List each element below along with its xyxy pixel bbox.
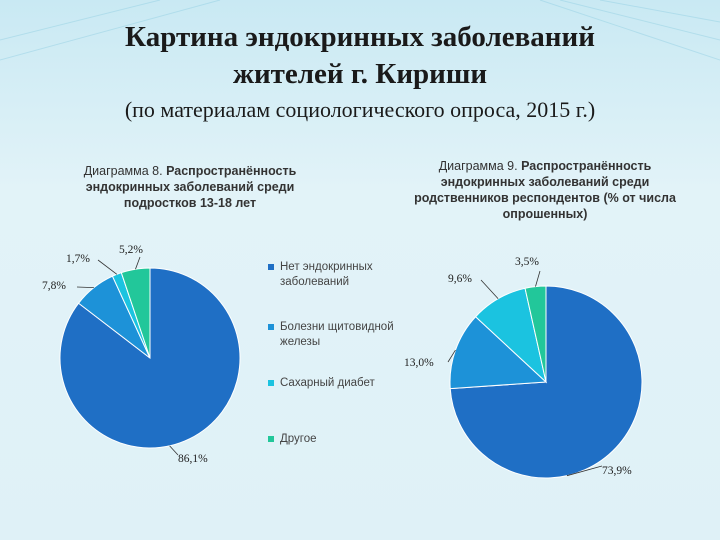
- pie9-leader-other: [535, 270, 541, 287]
- pie8-label-thyroid: 7,8%: [42, 280, 66, 292]
- legend-swatch-diabetes: [268, 380, 274, 386]
- slide-title-line1: Картина эндокринных заболеваний: [125, 21, 595, 53]
- pie8-label-none: 86,1%: [178, 453, 208, 465]
- chart8-caption: Диаграмма 8. Распространённость эндокрин…: [55, 163, 325, 211]
- chart9-caption-text: Распространённость эндокринных заболеван…: [414, 159, 676, 221]
- legend-swatch-thyroid: [268, 324, 274, 330]
- pie-chart-8: 86,1% 7,8% 1,7% 5,2%: [42, 244, 241, 465]
- pie9-slice-other: [524, 285, 547, 383]
- chart8-caption-number: Диаграмма 8.: [83, 164, 163, 178]
- pie9-leader-none: [566, 465, 603, 477]
- legend-swatch-other: [268, 436, 274, 442]
- pie8-leader-diabetes: [97, 259, 118, 275]
- pie9-leader-thyroid: [447, 349, 456, 363]
- pie9-label-diabetes: 9,6%: [448, 273, 472, 285]
- pie8-label-diabetes: 1,7%: [66, 253, 90, 265]
- pie9-leader-diabetes: [480, 279, 499, 300]
- chart9-caption-number: Диаграмма 9.: [438, 159, 518, 173]
- pie8-label-other: 5,2%: [119, 244, 143, 256]
- pie8-leader-none: [169, 445, 179, 456]
- pie-chart-9: 73,9% 13,0% 9,6% 3,5%: [404, 256, 643, 479]
- pie8-slice-other: [120, 267, 151, 359]
- pie9-label-other: 3,5%: [515, 256, 539, 268]
- legend-label-none: Нет эндокринных заболеваний: [280, 261, 373, 288]
- legend-swatch-none: [268, 264, 274, 270]
- slide-subtitle: (по материалам социологического опроса, …: [124, 97, 596, 122]
- legend-label-diabetes: Сахарный диабет: [280, 377, 375, 389]
- pie9-label-none: 73,9%: [602, 465, 632, 477]
- pie8-leader-other: [135, 256, 141, 270]
- legend-label-thyroid: Болезни щитовидной железы: [280, 321, 394, 348]
- chart9-caption: Диаграмма 9. Распространённость эндокрин…: [410, 158, 680, 222]
- legend-label-other: Другое: [280, 433, 317, 445]
- pie9-label-thyroid: 13,0%: [404, 357, 434, 369]
- slide-title-line2: жителей г. Кириши: [232, 58, 488, 90]
- pie8-leader-thyroid: [76, 286, 94, 289]
- chart8-caption-text: Распространённость эндокринных заболеван…: [85, 164, 297, 210]
